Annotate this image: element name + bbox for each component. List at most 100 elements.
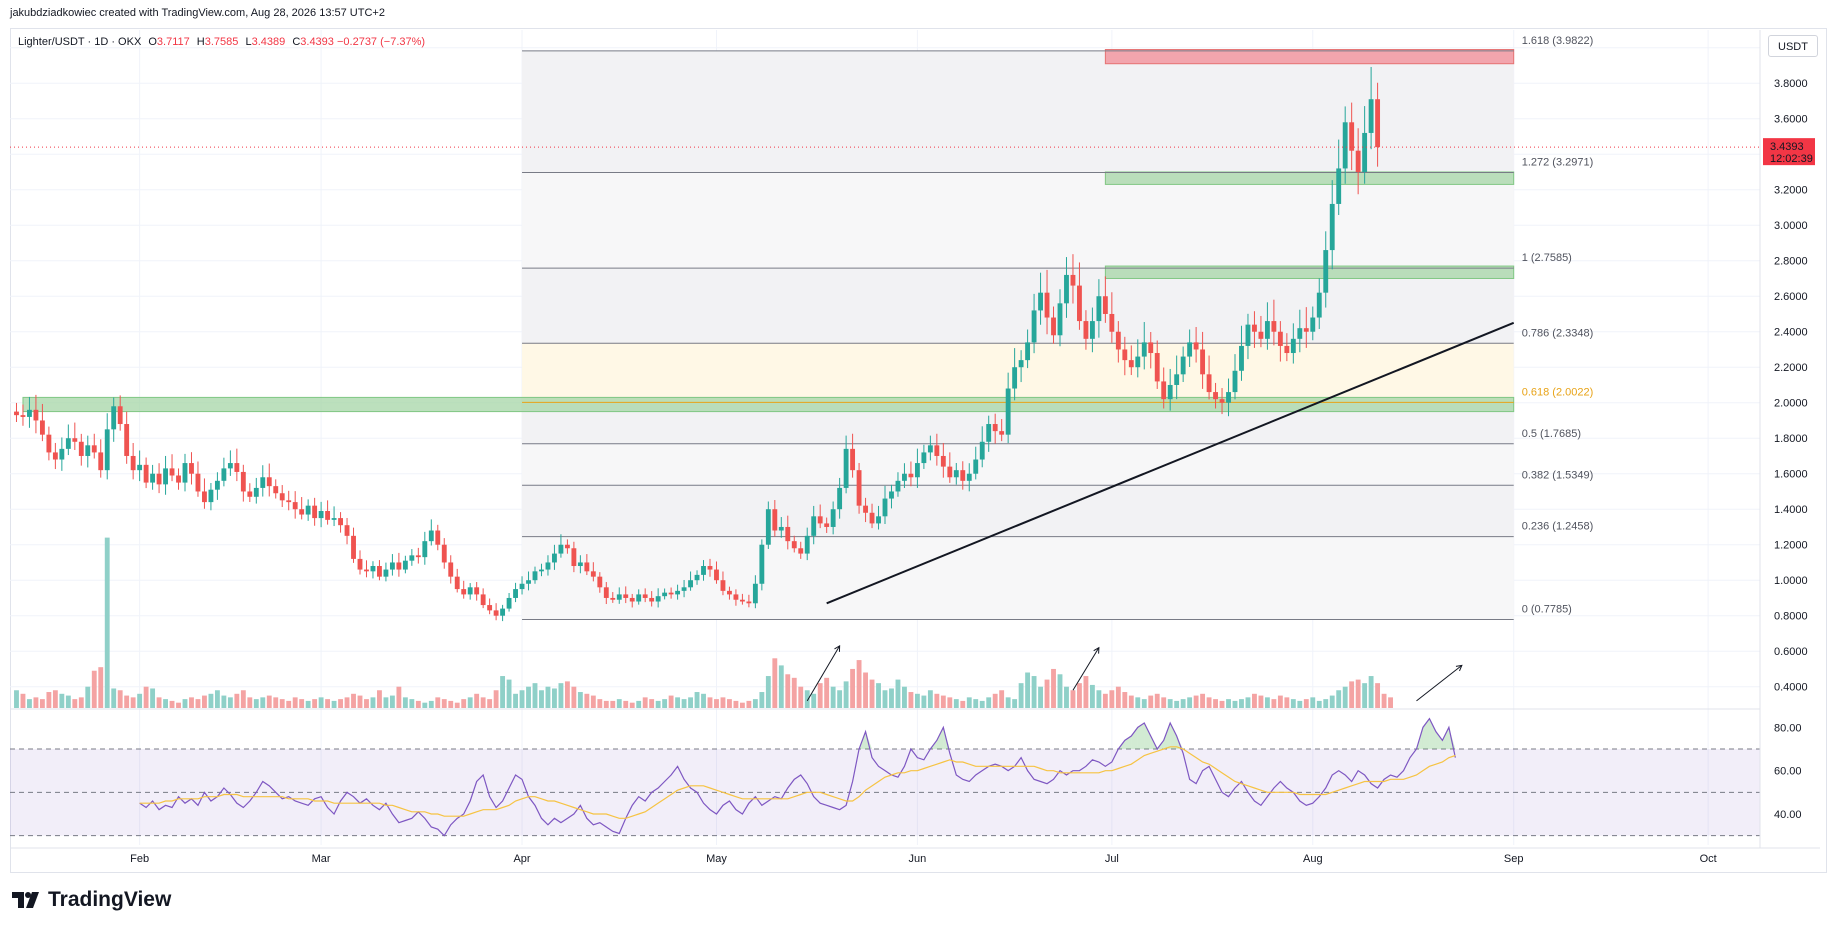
volume-bar — [52, 690, 58, 708]
price-axis-label: 2.2000 — [1774, 362, 1808, 374]
volume-bar — [1031, 676, 1037, 708]
candle-body — [124, 424, 130, 456]
currency-selector[interactable]: USDT — [1768, 35, 1818, 57]
volume-bar — [124, 695, 130, 708]
volume-bar — [908, 692, 914, 708]
volume-bar — [448, 700, 454, 708]
green-zone — [1104, 171, 1515, 185]
volume-bar — [396, 686, 402, 708]
volume-bar — [240, 690, 246, 708]
fib-level-label: 0.618 (2.0022) — [1522, 386, 1594, 398]
candle-body — [150, 473, 156, 483]
candle-body — [195, 473, 201, 492]
volume-bar — [1167, 699, 1173, 708]
volume-bar — [1381, 693, 1387, 708]
green-zone — [22, 396, 1515, 413]
candle-body — [1329, 203, 1335, 251]
candle-body — [1096, 296, 1102, 322]
volume-bar — [189, 697, 194, 708]
volume-bar — [940, 695, 946, 708]
candle-body — [1277, 331, 1283, 346]
volume-bar — [545, 686, 551, 708]
volume-bar — [577, 692, 583, 708]
symbol-legend: Lighter/USDT · 1D · OKX O3.7117 H3.7585 … — [18, 36, 425, 48]
candle-body — [1051, 317, 1056, 336]
candle-body — [202, 491, 207, 503]
candle-body — [448, 562, 454, 577]
candle-body — [227, 463, 233, 469]
volume-bar — [195, 699, 201, 708]
candle-body — [292, 502, 298, 510]
candle-body — [1083, 321, 1089, 339]
candle-body — [1310, 317, 1316, 332]
candle-body — [27, 409, 32, 417]
fib-level-label: 1.618 (3.9822) — [1522, 35, 1594, 47]
candle-body — [1375, 99, 1381, 148]
volume-bar — [214, 690, 220, 708]
volume-bar — [1180, 699, 1186, 708]
volume-bar — [1141, 699, 1147, 708]
volume-bar — [409, 699, 415, 708]
candle-body — [843, 448, 849, 488]
candle-body — [474, 587, 480, 595]
volume-bar — [953, 699, 959, 708]
volume-bar — [869, 679, 875, 708]
candle-body — [642, 594, 648, 598]
volume-bar — [1018, 683, 1024, 708]
price-axis-label: 0.4000 — [1774, 682, 1808, 694]
red-zone — [1104, 49, 1515, 65]
volume-bar — [331, 700, 337, 708]
candle-body — [422, 541, 428, 558]
volume-bar — [746, 700, 752, 708]
volume-bar — [1310, 697, 1316, 708]
chart-frame — [10, 28, 1827, 873]
volume-bar — [921, 695, 927, 708]
candle-body — [882, 498, 888, 517]
candle-body — [1174, 374, 1180, 385]
price-axis-label: 3.6000 — [1774, 114, 1808, 126]
candle-body — [1180, 356, 1186, 375]
candle-body — [273, 486, 279, 494]
volume-bar — [46, 692, 52, 708]
candle-body — [727, 590, 732, 595]
price-axis-label: 1.8000 — [1774, 433, 1808, 445]
candle-body — [979, 441, 985, 460]
volume-arrow-head — [1093, 646, 1100, 654]
volume-bar — [1362, 683, 1368, 708]
candle-body — [1012, 367, 1018, 389]
candle-body — [260, 477, 266, 488]
volume-bar — [765, 676, 771, 708]
price-axis-label: 2.8000 — [1774, 256, 1808, 268]
chart-credit: jakubdziadkowiec created with TradingVie… — [10, 7, 385, 19]
change-value: −0.2737 (−7.37%) — [336, 36, 426, 48]
volume-bar — [20, 693, 26, 708]
candle-body — [927, 445, 933, 453]
candle-body — [791, 541, 797, 549]
volume-bar — [33, 697, 39, 708]
candle-body — [415, 555, 421, 558]
volume-bar — [59, 693, 65, 708]
volume-bar — [610, 700, 616, 708]
candle-body — [830, 509, 836, 527]
candle-body — [1252, 324, 1257, 332]
candle-body — [1193, 342, 1199, 350]
volume-bar — [435, 697, 441, 708]
volume-bar — [130, 697, 136, 708]
candle-body — [914, 463, 920, 478]
candle-body — [65, 438, 71, 449]
candle-body — [1102, 296, 1108, 314]
volume-bar — [532, 683, 538, 708]
candle-body — [1258, 331, 1264, 339]
candle-body — [1362, 132, 1368, 172]
candle-body — [428, 530, 434, 542]
tradingview-logo-text: TradingView — [48, 888, 172, 911]
volume-arrow-head — [1455, 664, 1463, 672]
rsi-overbought-fill — [1137, 723, 1145, 749]
volume-bar — [759, 692, 765, 708]
candle-body — [1070, 274, 1076, 286]
candle-body — [895, 480, 901, 492]
volume-bar — [389, 695, 395, 708]
volume-bar — [895, 679, 901, 708]
candle-body — [143, 464, 149, 483]
